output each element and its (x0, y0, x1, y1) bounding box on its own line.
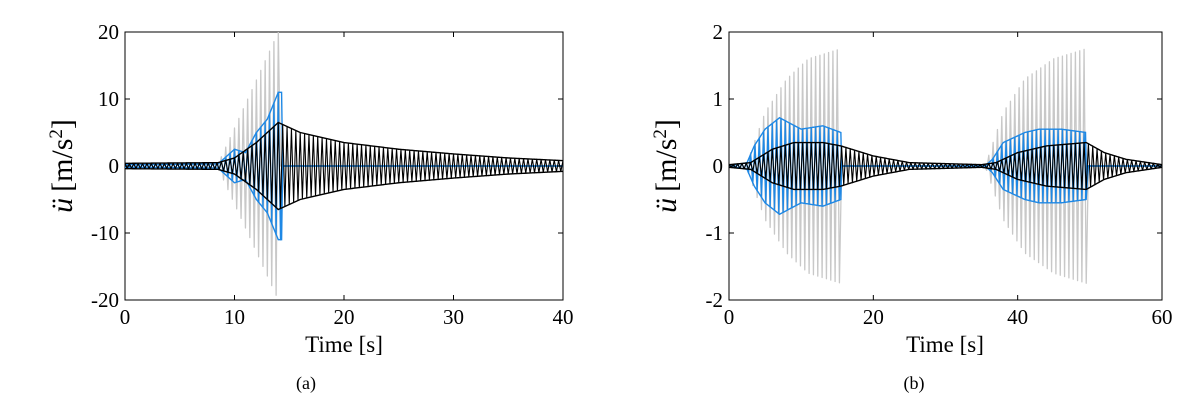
panel-a-x-axis-label: Time [s] (305, 332, 383, 357)
panel-a-x-tick-label: 30 (443, 305, 464, 329)
panel-b-x-axis-label: Time [s] (906, 332, 984, 357)
panel-b-series-3-envelope-upper (729, 141, 1162, 166)
panel-a-y-axis-label: ü[m/s2] (46, 119, 79, 213)
panel-a-y-tick-label: -20 (91, 288, 119, 312)
panel-a-x-tick-label: 0 (120, 305, 131, 329)
panel-b-y-tick-label: -2 (706, 288, 724, 312)
panel-a-series-3-envelope-lower (125, 167, 563, 211)
panel-b-y-tick-label: -1 (706, 221, 724, 245)
panel-a: 0 10 20 30 40 20 10 0 -10 -20 Time [s] ü[m/s2] (a… (46, 20, 574, 394)
panel-a-x-tick-label: 10 (224, 305, 245, 329)
panel-b-caption: (b) (904, 373, 925, 394)
panel-b-series-group (729, 48, 1162, 284)
panel-b-y-tick-label: 0 (713, 154, 724, 178)
panel-b-x-tick-label: 20 (863, 305, 884, 329)
panel-a-y-tick-label: 20 (98, 20, 119, 44)
panel-b-x-tick-label: 0 (724, 305, 735, 329)
panel-b-y-tick-label: 2 (713, 20, 724, 44)
panel-a-series-group (125, 32, 563, 296)
panel-b-series-3-envelope-lower (729, 166, 1162, 191)
panel-b-x-tick-label: 60 (1152, 305, 1173, 329)
panel-a-series-3-envelope-upper (125, 121, 563, 165)
panel-a-x-tick-label: 20 (334, 305, 355, 329)
panel-a-caption: (a) (296, 373, 316, 394)
panel-a-x-tick-label: 40 (553, 305, 574, 329)
panel-a-y-tick-label: 10 (98, 87, 119, 111)
panel-a-ticks: 0 10 20 30 40 20 10 0 -10 -20 (91, 20, 574, 329)
panel-b-y-axis-label: ü[m/s2] (650, 119, 683, 213)
panel-b: 0 20 40 60 2 1 0 -1 -2 Time [s] ü[m/s2] (b) (650, 20, 1173, 394)
panel-b-y-tick-label: 1 (713, 87, 724, 111)
panel-a-y-tick-label: -10 (91, 221, 119, 245)
panel-b-ticks: 0 20 40 60 2 1 0 -1 -2 (706, 20, 1173, 329)
panel-b-x-tick-label: 40 (1007, 305, 1028, 329)
panel-a-y-tick-label: 0 (109, 154, 120, 178)
